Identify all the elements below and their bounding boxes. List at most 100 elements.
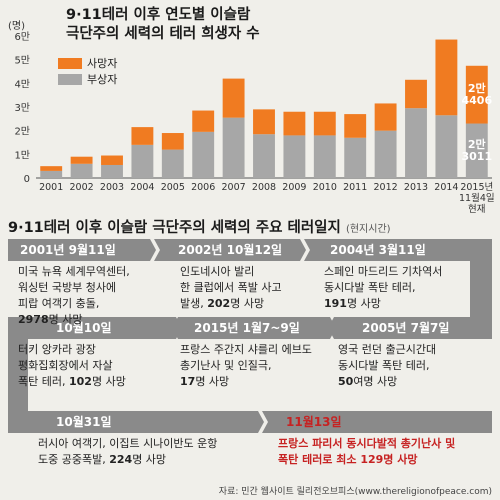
event-count-7: 224 xyxy=(109,453,133,466)
x-tick-label: 2009 xyxy=(282,182,306,193)
event-tail-6: 여명 사망 xyxy=(353,375,398,388)
bar-deaths-12 xyxy=(405,79,427,109)
bar-deaths-2 xyxy=(101,155,123,165)
event-desc-2: 인도네시아 발리 한 클럽에서 폭발 사고 발생, 202명 사망 xyxy=(180,264,282,312)
bar-deaths-7 xyxy=(253,109,275,135)
bar-deaths-0 xyxy=(40,166,63,171)
x-tick-label: 2002 xyxy=(70,182,94,193)
event-date-3: 2004년 3월11일 xyxy=(330,243,426,257)
event-tail-3: 명 사망 xyxy=(346,297,381,310)
x-tick-label: 11월4일 xyxy=(459,192,495,204)
event-date-2: 2002년 10월12일 xyxy=(178,243,283,257)
event-desc-7: 러시아 여객기, 이집트 시나이반도 운항 도중 공중폭발, 224명 사망 xyxy=(38,436,217,468)
bar-deaths-4 xyxy=(161,133,184,150)
bar-injuries-6 xyxy=(222,117,245,178)
event-count-1: 2978 xyxy=(18,313,49,326)
bar-deaths-9 xyxy=(313,111,336,136)
x-tick-label: 현재 xyxy=(468,204,485,215)
annotation-deaths-2015: 2만 4406 xyxy=(461,81,493,107)
event-text-5: 프랑스 주간지 샤를리 에브도 총기난사 및 인질극, xyxy=(180,343,312,372)
bar-injuries-2 xyxy=(101,164,123,178)
x-tick-label: 2007 xyxy=(222,182,246,193)
bar-deaths-5 xyxy=(192,110,215,132)
bar-deaths-10 xyxy=(344,114,367,138)
bar-injuries-12 xyxy=(405,108,427,178)
chart-title-line1: 9·11테러 이후 연도별 이슬람 xyxy=(66,7,251,23)
event-text-4: 터키 앙카라 광장 평화집회장에서 자살 폭탄 테러, xyxy=(18,343,113,388)
timeline-connector xyxy=(470,261,492,317)
x-tick-label: 2010 xyxy=(313,182,337,193)
bar-injuries-7 xyxy=(253,134,275,178)
chart-title-line2: 극단주의 세력의 테러 희생자 수 xyxy=(66,26,260,42)
legend-deaths: 사망자 xyxy=(58,55,117,71)
bar-deaths-14 xyxy=(465,65,488,124)
event-date-6: 2005년 7월7일 xyxy=(362,321,450,335)
event-desc-6: 영국 런던 출근시간대 동시다발 폭탄 테러, 50여명 사망 xyxy=(338,342,436,390)
legend-swatch-deaths xyxy=(58,57,82,69)
bar-injuries-8 xyxy=(283,135,306,178)
y-tick-label: 0 xyxy=(24,174,30,185)
annotation-injuries-2015: 2만 3011 xyxy=(461,137,493,163)
unit-label: (명) xyxy=(8,21,26,32)
chart-title: 9·11테러 이후 연도별 이슬람 극단주의 세력의 테러 희생자 수 xyxy=(66,6,260,44)
bar-deaths-3 xyxy=(131,127,154,145)
legend-label-injuries: 부상자 xyxy=(87,73,118,86)
y-tick-label: 5만 xyxy=(14,55,30,67)
bar-injuries-14 xyxy=(465,123,488,178)
bar-injuries-0 xyxy=(40,170,63,178)
event-count-3: 191 xyxy=(324,297,347,310)
y-tick-label: 2만 xyxy=(14,126,30,138)
bar-deaths-6 xyxy=(222,78,245,118)
bar-chart: 0 1만 2만 3만 4만 5만 6만 2001 2002 2003 2004 2005 2006 200… xyxy=(14,31,495,215)
bar-injuries-3 xyxy=(131,144,154,178)
event-tail-5: 명 사망 xyxy=(195,375,230,388)
x-tick-label: 2001 xyxy=(39,182,63,193)
timeline-subtitle: (현지시간) xyxy=(345,224,391,235)
bar-injuries-10 xyxy=(344,137,367,178)
x-tick-label: 2006 xyxy=(191,182,215,193)
legend-label-deaths: 사망자 xyxy=(87,57,118,70)
bar-injuries-4 xyxy=(161,149,184,178)
bar-injuries-11 xyxy=(374,130,397,178)
x-tick-label: 2014 xyxy=(434,182,458,193)
bar-deaths-1 xyxy=(70,156,93,164)
bar-injuries-5 xyxy=(192,131,215,178)
event-text-7: 러시아 여객기, 이집트 시나이반도 운항 도중 공중폭발, xyxy=(38,437,218,466)
event-count-2: 202 xyxy=(207,297,231,310)
event-text-1: 미국 뉴욕 세계무역센터, 워싱턴 국방부 청사에 피랍 여객기 충돌, xyxy=(18,265,130,310)
event-date-1: 2001년 9월11일 xyxy=(20,243,116,257)
event-desc-4: 터키 앙카라 광장 평화집회장에서 자살 폭탄 테러, 102명 사망 xyxy=(18,342,126,390)
event-tail-1: 명 사망 xyxy=(48,313,83,326)
event-text-2: 인도네시아 발리 한 클럽에서 폭발 사고 발생, xyxy=(180,265,282,310)
event-tail-2: 명 사망 xyxy=(230,297,265,310)
bar-deaths-8 xyxy=(283,111,306,136)
event-count-5: 17 xyxy=(180,375,196,388)
event-date-5: 2015년 1월7~9일 xyxy=(194,321,300,335)
bar-injuries-13 xyxy=(435,115,458,178)
event-desc-1: 미국 뉴욕 세계무역센터, 워싱턴 국방부 청사에 피랍 여객기 충돌, 297… xyxy=(18,264,130,328)
event-count-6: 50 xyxy=(338,375,354,388)
event-date-8: 11월13일 xyxy=(286,415,342,429)
y-tick-label: 1만 xyxy=(14,149,30,161)
legend-swatch-injuries xyxy=(58,73,82,85)
timeline-title-text: 9·11테러 이후 이슬람 극단주의 세력의 주요 테러일지 xyxy=(8,220,341,236)
event-desc-8: 프랑스 파리서 동시다발적 총기난사 및 폭탄 테러로 최소 129명 사망 xyxy=(278,437,456,466)
y-tick-label: 4만 xyxy=(14,78,30,90)
timeline-segment xyxy=(8,411,264,433)
event-tail-4: 명 사망 xyxy=(91,375,126,388)
event-desc-3: 스페인 마드리드 기차역서 동시다발 폭탄 테러, 191명 사망 xyxy=(324,264,442,312)
x-tick-label: 2015년 xyxy=(460,182,493,193)
event-text-6: 영국 런던 출근시간대 동시다발 폭탄 테러, xyxy=(338,343,437,372)
x-tick-label: 2013 xyxy=(404,182,428,193)
x-tick-label: 2005 xyxy=(161,182,185,193)
timeline-title: 9·11테러 이후 이슬람 극단주의 세력의 주요 테러일지 (현지시간) xyxy=(8,216,391,237)
bar-deaths-13 xyxy=(435,39,458,116)
x-tick-label: 2003 xyxy=(100,182,124,193)
event-tail-7: 명 사망 xyxy=(132,453,167,466)
source-note: 자료: 민간 웹사이트 릴리전오브피스(www.thereligionofpea… xyxy=(218,487,492,497)
x-tick-label: 2012 xyxy=(374,182,398,193)
bar-injuries-9 xyxy=(313,135,336,178)
y-tick-label: 3만 xyxy=(14,102,30,114)
event-date-4: 10월10일 xyxy=(56,321,112,335)
event-date-7: 10월31일 xyxy=(56,415,112,429)
